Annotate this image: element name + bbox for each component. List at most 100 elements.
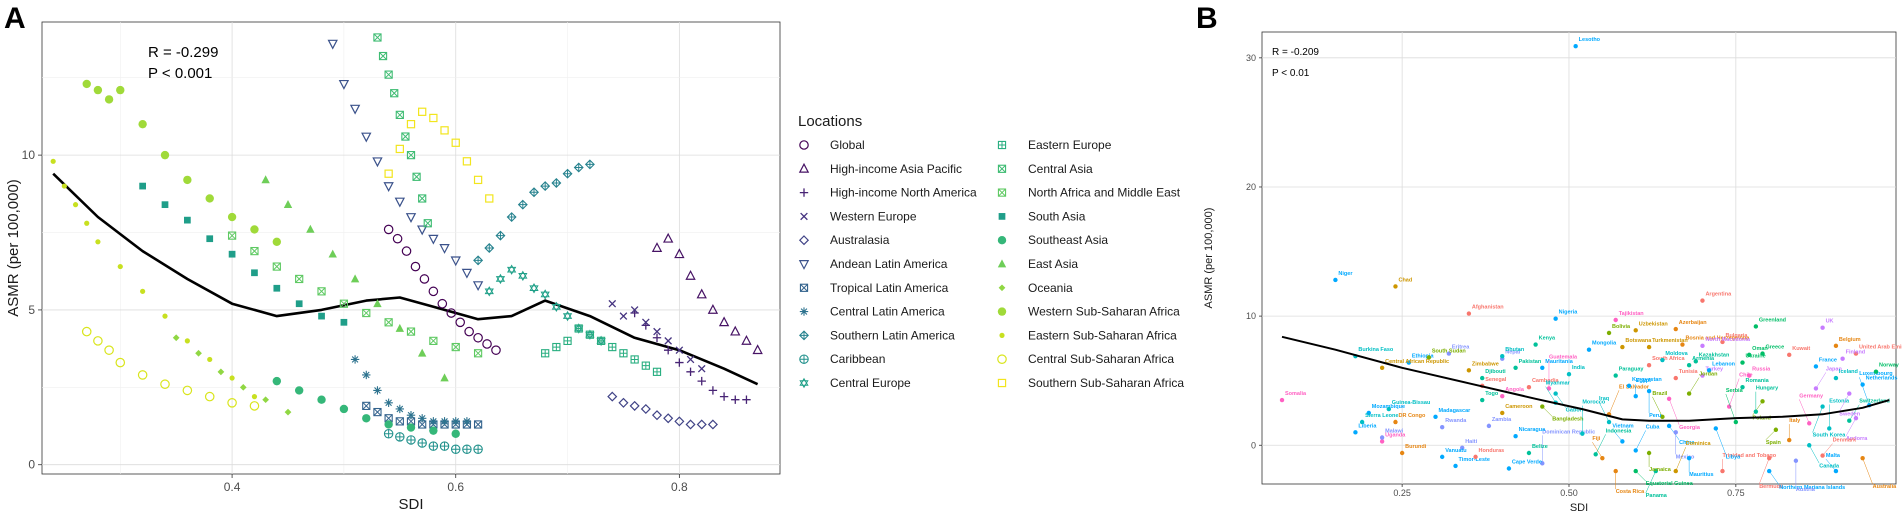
country-germany: Germany <box>1799 393 1824 426</box>
point-central-latin-america <box>451 417 460 426</box>
country-ukraine: Ukraine <box>1740 354 1766 365</box>
leader-line <box>1728 378 1740 407</box>
country-costa-rica: Costa Rica <box>1613 468 1645 495</box>
panel-a-points <box>50 33 763 454</box>
point-andean-latin-america <box>450 256 461 267</box>
point-andean-latin-america <box>416 225 428 236</box>
point-southeast-asia <box>294 386 304 395</box>
country-point <box>1686 362 1692 368</box>
point-central-asia <box>384 70 393 79</box>
leader-line <box>1862 458 1873 485</box>
legend-key-southeast-asia <box>997 236 1007 245</box>
country-point <box>1686 455 1692 461</box>
point-eastern-europe <box>563 336 572 345</box>
country-point <box>1873 369 1879 374</box>
series-global <box>383 224 501 355</box>
legend-key-australasia <box>798 235 810 246</box>
country-label: China <box>1679 440 1695 446</box>
point-caribbean <box>395 432 405 442</box>
country-france: France <box>1813 357 1837 369</box>
point-central-europe <box>495 273 506 285</box>
country-label: Estonia <box>1829 398 1850 404</box>
country-bermuda: Bermuda <box>1758 455 1784 490</box>
country-dominica: Dominica <box>1673 441 1711 474</box>
country-russia: Russia <box>1746 367 1771 378</box>
legend-item-east-asia: East Asia <box>997 257 1078 271</box>
series-andean-latin-america <box>327 39 484 292</box>
country-kenya: Kenya <box>1533 336 1556 347</box>
point-central-sub-saharan-africa <box>137 370 148 380</box>
legend-item-andean-latin-america: Andean Latin America <box>798 257 948 271</box>
country-label: Kuwait <box>1792 346 1810 352</box>
panel-letter-b: B <box>1196 2 1218 35</box>
legend-label: North Africa and Middle East <box>1028 186 1181 200</box>
leader-line <box>1542 406 1553 417</box>
country-label: Bermuda <box>1759 484 1784 490</box>
country-ethiopia: Ethiopia <box>1406 354 1435 365</box>
country-point <box>1406 360 1412 365</box>
country-point <box>1827 426 1832 431</box>
country-label: Indonesia <box>1606 428 1633 434</box>
country-label: Bosnia and Herzegovina <box>1685 336 1750 342</box>
point-caribbean <box>428 441 439 451</box>
country-label: Bulgaria <box>1725 333 1748 339</box>
point-australasia <box>618 397 629 408</box>
country-label: Northern Mariana Islands <box>1779 485 1845 491</box>
legend-item-north-africa-and-middle-east: North Africa and Middle East <box>997 186 1181 200</box>
country-point <box>1473 454 1478 460</box>
legend-item-central-sub-saharan-africa: Central Sub-Saharan Africa <box>997 352 1174 366</box>
legend-key-central-sub-saharan-africa <box>997 354 1007 364</box>
point-caribbean <box>462 444 472 454</box>
panel-b-xtick-label: 0.75 <box>1727 488 1745 498</box>
series-high-income-asia-pacific <box>651 232 763 355</box>
point-global <box>473 332 483 343</box>
point-south-asia <box>340 318 348 326</box>
point-east-asia <box>373 299 382 308</box>
panel-a-ticks: 0.4 0.6 0.8 0 5 10 <box>22 148 688 494</box>
country-label: South Sudan <box>1432 348 1467 354</box>
point-north-africa-and-middle-east <box>250 246 259 256</box>
country-point <box>1439 424 1445 430</box>
country-point <box>1466 368 1472 373</box>
country-sweden: Sweden <box>1839 391 1861 418</box>
point-western-sub-saharan-africa <box>250 225 259 234</box>
legend-label: Western Sub-Saharan Africa <box>1028 305 1180 319</box>
legend-label: Andean Latin America <box>830 257 948 271</box>
point-north-africa-and-middle-east <box>272 262 281 271</box>
country-point <box>1399 450 1405 456</box>
point-andean-latin-america <box>338 79 350 90</box>
legend-key-high-income-north-america <box>799 188 809 197</box>
legend-key-oceania <box>998 284 1006 292</box>
point-central-latin-america <box>440 417 449 426</box>
country-label: Trinidad and Tobago <box>1722 453 1776 459</box>
panel-b-points: Lesotho Niger Chad Afghanistan Argentina Nige… <box>1279 37 1902 499</box>
legend-item-caribbean: Caribbean <box>799 352 885 366</box>
point-southeast-asia <box>362 414 371 423</box>
leader-line <box>1809 445 1820 464</box>
country-armenia: Armenia <box>1686 356 1715 368</box>
point-north-africa-and-middle-east <box>362 308 371 318</box>
point-caribbean <box>473 444 483 454</box>
point-north-africa-and-middle-east <box>451 342 460 352</box>
country-egypt: Egypt <box>1633 378 1651 399</box>
country-botswana: Botswana <box>1620 338 1652 350</box>
series-central-latin-america <box>350 355 472 426</box>
country-point <box>1460 445 1465 451</box>
point-western-europe <box>686 355 695 364</box>
country-mexico: Mexico <box>1673 430 1695 460</box>
series-caribbean <box>383 429 483 454</box>
point-central-asia <box>390 89 399 98</box>
country-label: Australia <box>1873 484 1897 490</box>
point-southern-latin-america <box>529 187 539 198</box>
country-label: Ethiopia <box>1412 354 1435 360</box>
country-label: Nigeria <box>1559 310 1579 316</box>
country-point <box>1700 343 1705 349</box>
legend-item-eastern-sub-saharan-africa: Eastern Sub-Saharan Africa <box>999 328 1177 342</box>
legend-label: Southern Sub-Saharan Africa <box>1028 376 1184 390</box>
country-point <box>1379 365 1385 370</box>
country-belize: Belize <box>1526 444 1548 456</box>
country-label: Zimbabwe <box>1472 361 1499 367</box>
point-high-income-asia-pacific <box>685 269 696 280</box>
panel-a-p-value: P < 0.001 <box>148 65 212 82</box>
